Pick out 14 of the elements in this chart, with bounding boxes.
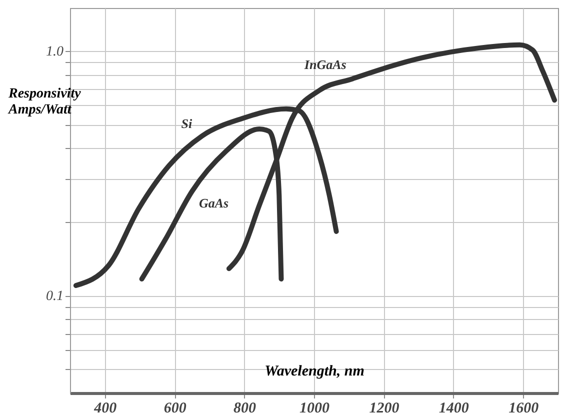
series-label: Si <box>181 116 192 131</box>
x-axis-title: Wavelength, nm <box>264 364 364 380</box>
series-label: InGaAs <box>303 56 346 72</box>
x-tick-label: 600 <box>164 400 187 416</box>
y-axis-title: Responsivity Amps/Watt <box>8 86 82 118</box>
x-tick-label: 1000 <box>300 400 330 416</box>
x-tick-label: 1600 <box>508 400 540 416</box>
x-tick-label: 1200 <box>369 400 400 416</box>
series-label: GaAs <box>199 195 229 210</box>
x-tick-label: 1400 <box>438 400 470 416</box>
y-tick-label: 0.1 <box>46 289 64 304</box>
x-tick-label: 400 <box>93 400 118 416</box>
x-tick-label: 800 <box>234 400 257 416</box>
y-tick-label: 1.0 <box>46 44 64 60</box>
